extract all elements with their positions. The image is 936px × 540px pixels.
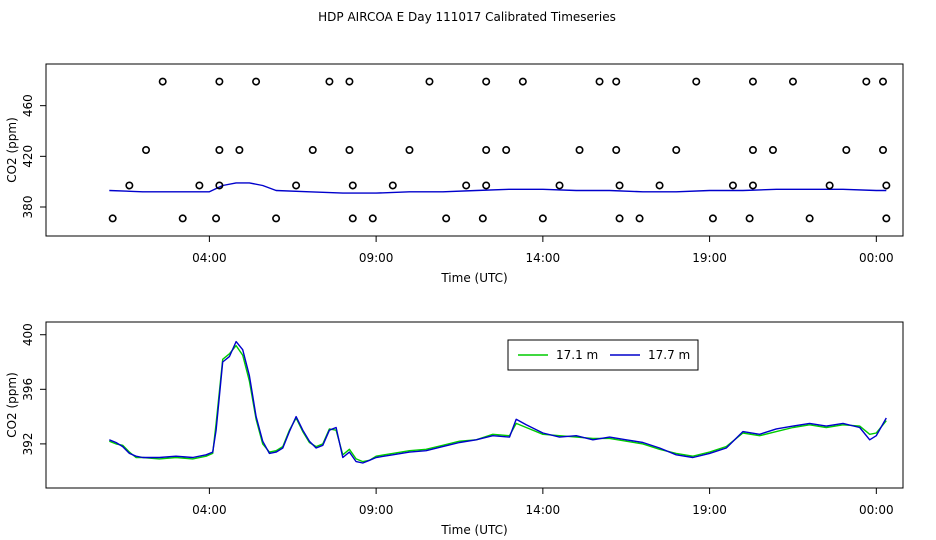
scatter-point (882, 214, 891, 223)
bottom-series-line-0 (109, 344, 887, 463)
scatter-point (348, 214, 357, 223)
top-x-tick-label: 19:00 (692, 251, 727, 265)
scatter-point (368, 214, 377, 223)
bottom-x-tick-label: 04:00 (192, 503, 227, 517)
top-y-tick-label: 460 (21, 94, 35, 117)
scatter-point (252, 77, 261, 86)
scatter-point (825, 181, 834, 190)
scatter-point (125, 181, 134, 190)
scatter-point (745, 214, 754, 223)
bottom-y-tick-label: 396 (21, 378, 35, 401)
bottom-x-tick-label: 09:00 (359, 503, 394, 517)
scatter-point (612, 146, 621, 155)
top-plot-frame (45, 63, 904, 237)
bottom-x-axis-label: Time (UTC) (440, 523, 507, 537)
bottom-plot-frame (45, 321, 904, 489)
scatter-point (635, 214, 644, 223)
scatter-point (612, 77, 621, 86)
top-series-line-0 (109, 182, 887, 194)
top-x-axis-label: Time (UTC) (440, 271, 507, 285)
scatter-point (748, 181, 757, 190)
scatter-point (692, 77, 701, 86)
bottom-series-line-1 (109, 340, 887, 464)
scatter-point (388, 181, 397, 190)
scatter-point (575, 146, 584, 155)
legend-label-1: 17.7 m (648, 348, 690, 362)
scatter-point (728, 181, 737, 190)
scatter-point (862, 77, 871, 86)
scatter-point (672, 146, 681, 155)
scatter-point (882, 181, 891, 190)
top-y-tick-label: 420 (21, 145, 35, 168)
bottom-y-tick-label: 400 (21, 323, 35, 346)
scatter-point (805, 214, 814, 223)
scatter-point (272, 214, 281, 223)
bottom-x-tick-label: 14:00 (526, 503, 561, 517)
scatter-point (308, 146, 317, 155)
top-y-axis-label: CO2 (ppm) (5, 117, 19, 183)
scatter-point (215, 77, 224, 86)
scatter-point (878, 77, 887, 86)
scatter-point (555, 181, 564, 190)
scatter-point (788, 77, 797, 86)
top-x-tick-label: 00:00 (859, 251, 894, 265)
scatter-point (158, 77, 167, 86)
scatter-point (615, 181, 624, 190)
scatter-point (462, 181, 471, 190)
scatter-point (405, 146, 414, 155)
scatter-point (482, 146, 491, 155)
scatter-point (478, 214, 487, 223)
scatter-point (425, 77, 434, 86)
top-x-tick-label: 14:00 (526, 251, 561, 265)
scatter-point (748, 77, 757, 86)
top-x-tick-label: 09:00 (359, 251, 394, 265)
top-y-tick-label: 380 (21, 196, 35, 219)
scatter-point (195, 181, 204, 190)
legend-label-0: 17.1 m (556, 348, 598, 362)
scatter-point (235, 146, 244, 155)
scatter-point (345, 146, 354, 155)
scatter-point (768, 146, 777, 155)
scatter-point (215, 181, 224, 190)
scatter-point (345, 77, 354, 86)
bottom-y-axis-label: CO2 (ppm) (5, 372, 19, 438)
scatter-point (502, 146, 511, 155)
scatter-point (142, 146, 151, 155)
bottom-x-tick-label: 19:00 (692, 503, 727, 517)
scatter-point (482, 77, 491, 86)
scatter-point (538, 214, 547, 223)
scatter-point (292, 181, 301, 190)
scatter-point (212, 214, 221, 223)
scatter-point (348, 181, 357, 190)
scatter-point (178, 214, 187, 223)
chart-title: HDP AIRCOA E Day 111017 Calibrated Times… (318, 10, 616, 24)
scatter-point (518, 77, 527, 86)
top-x-tick-label: 04:00 (192, 251, 227, 265)
scatter-point (615, 214, 624, 223)
scatter-point (325, 77, 334, 86)
scatter-point (482, 181, 491, 190)
scatter-point (442, 214, 451, 223)
scatter-point (595, 77, 604, 86)
bottom-x-tick-label: 00:00 (859, 503, 894, 517)
scatter-point (215, 146, 224, 155)
scatter-point (108, 214, 117, 223)
scatter-point (842, 146, 851, 155)
scatter-point (748, 146, 757, 155)
scatter-point (708, 214, 717, 223)
scatter-point (878, 146, 887, 155)
bottom-y-tick-label: 392 (21, 432, 35, 455)
scatter-point (655, 181, 664, 190)
